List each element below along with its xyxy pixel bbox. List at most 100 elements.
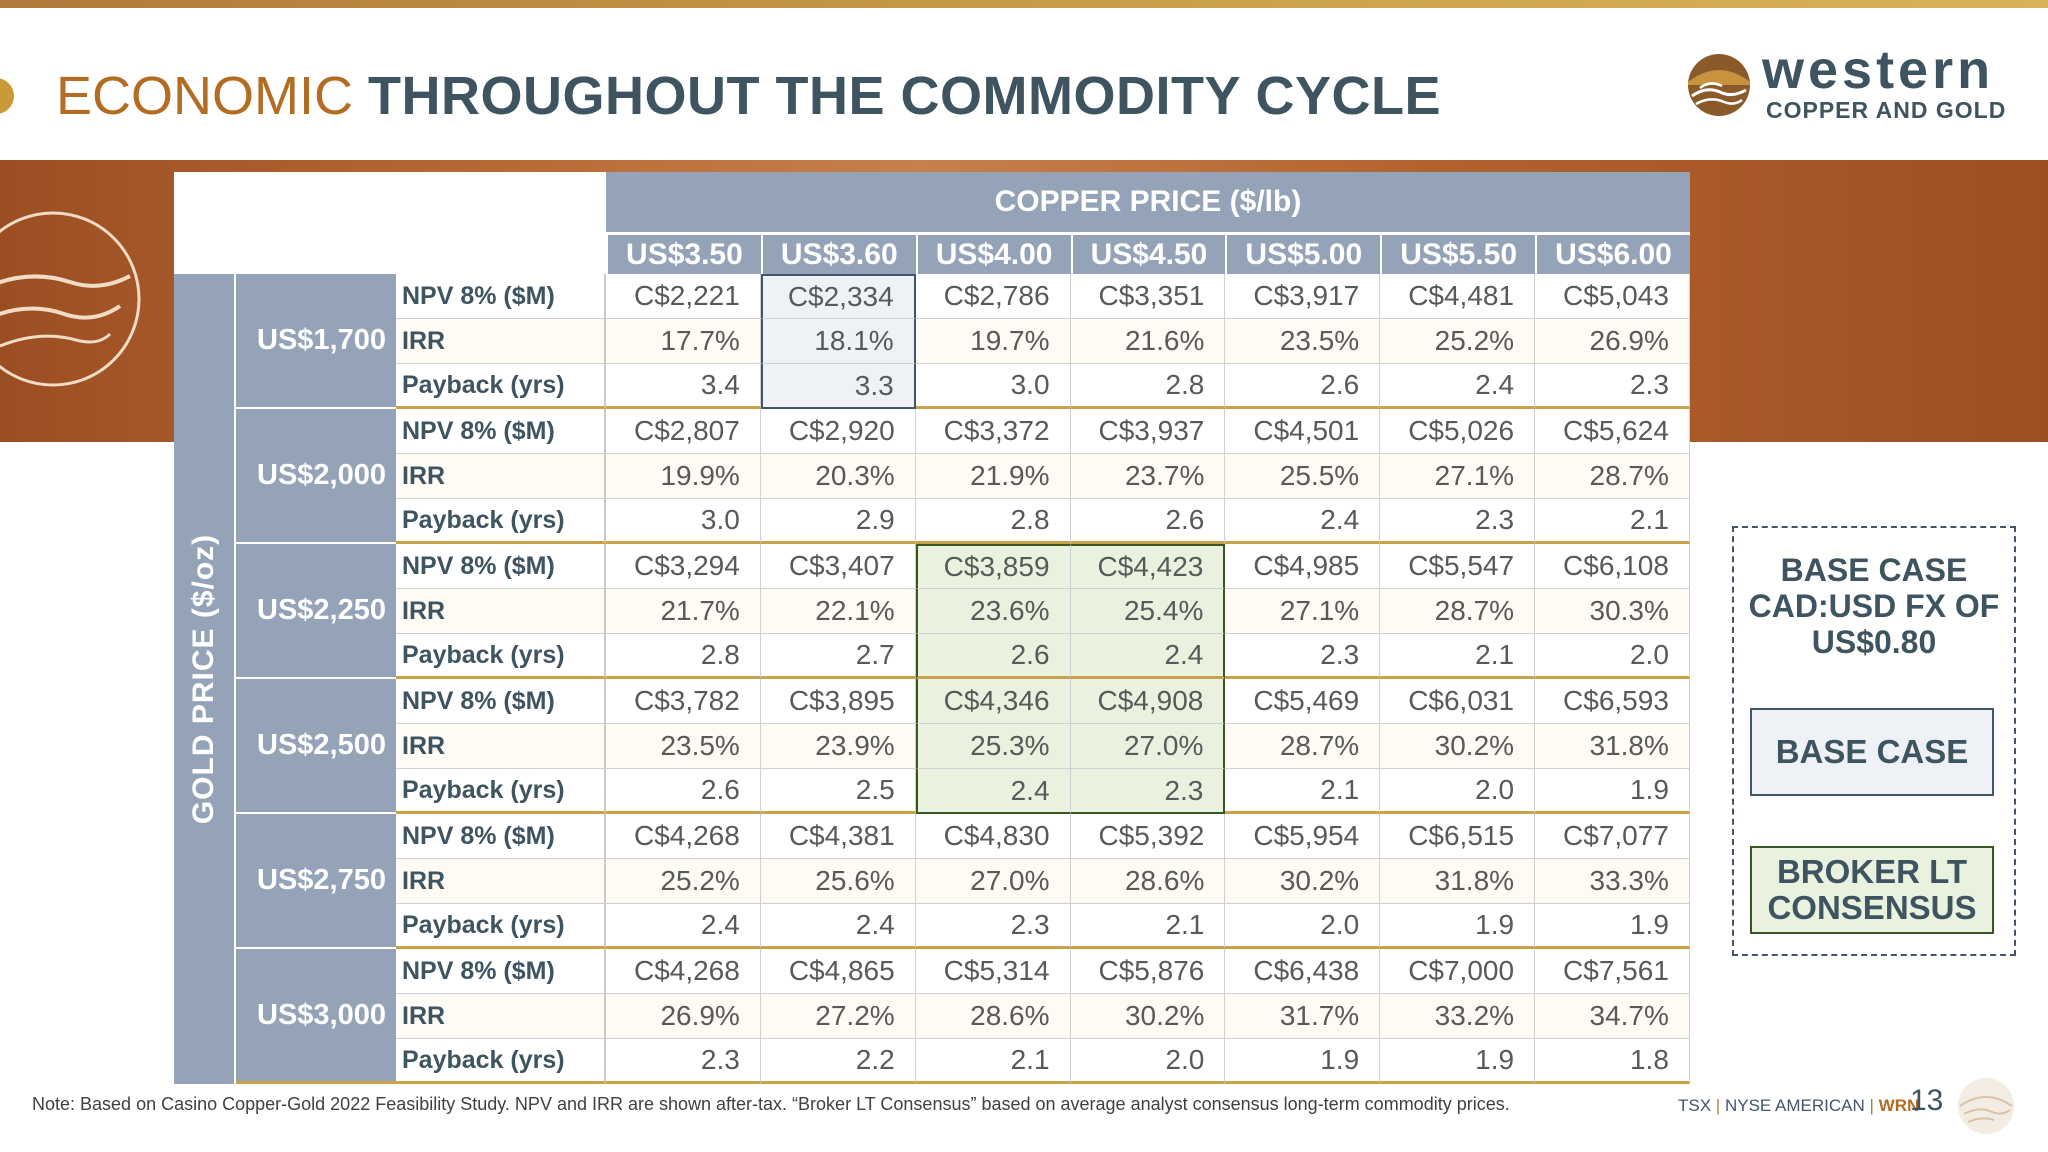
footer-tickers: TSX | NYSE AMERICAN | WRN	[1678, 1096, 1919, 1116]
copper-price-column-header: US$3.50	[606, 232, 761, 274]
table-cell: C$3,407	[760, 544, 916, 589]
table-cell: C$4,830	[915, 814, 1071, 859]
metric-label: Payback (yrs)	[396, 634, 606, 679]
table-cell: 2.3	[1070, 769, 1226, 814]
table-cell: 2.4	[915, 769, 1071, 814]
legend-panel: BASE CASE CAD:USD FX OF US$0.80 BASE CAS…	[1732, 526, 2016, 956]
table-cell: C$4,501	[1225, 409, 1381, 454]
table-cell: 30.2%	[1225, 859, 1381, 904]
table-cell: 3.3	[760, 364, 916, 409]
metric-label: NPV 8% ($M)	[396, 274, 606, 319]
legend-base-case: BASE CASE	[1750, 708, 1994, 796]
metric-label: IRR	[396, 454, 606, 499]
table-cell: 27.2%	[760, 994, 916, 1039]
table-cell: 21.9%	[915, 454, 1071, 499]
table-cell: C$3,895	[760, 679, 916, 724]
table-cell: 2.4	[760, 904, 916, 949]
table-cell: 1.9	[1535, 769, 1690, 814]
table-cell: 2.0	[1225, 904, 1381, 949]
table-cell: 2.4	[1070, 634, 1226, 679]
table-cell: 2.0	[1070, 1039, 1226, 1084]
table-cell: C$3,372	[915, 409, 1071, 454]
gold-price-row-header: US$1,700	[236, 274, 396, 409]
table-cell: C$4,268	[606, 949, 761, 994]
table-cell: C$5,026	[1380, 409, 1536, 454]
table-cell: 27.1%	[1380, 454, 1536, 499]
copper-price-column-header: US$3.60	[760, 232, 916, 274]
footer-emblem-icon	[1958, 1078, 2014, 1134]
table-cell: 2.1	[1070, 904, 1226, 949]
table-cell: 19.7%	[915, 319, 1071, 364]
copper-price-column-header: US$5.00	[1225, 232, 1381, 274]
table-cell: 2.4	[1380, 364, 1536, 409]
table-cell: 31.8%	[1535, 724, 1690, 769]
ticker-separator: |	[1869, 1096, 1874, 1115]
company-logo: western COPPER AND GOLD	[1686, 40, 2026, 128]
table-cell: 23.5%	[1225, 319, 1381, 364]
table-cell: C$5,624	[1535, 409, 1690, 454]
table-cell: 2.3	[1380, 499, 1536, 544]
table-cell: 31.7%	[1225, 994, 1381, 1039]
table-cell: 2.1	[1380, 634, 1536, 679]
table-cell: 27.1%	[1225, 589, 1381, 634]
table-cell: 25.3%	[915, 724, 1071, 769]
table-cell: 2.3	[915, 904, 1071, 949]
table-cell: 25.6%	[760, 859, 916, 904]
table-cell: C$6,593	[1535, 679, 1690, 724]
table-cell: C$3,859	[915, 544, 1071, 589]
table-cell: 2.1	[1535, 499, 1690, 544]
metric-label: NPV 8% ($M)	[396, 544, 606, 589]
table-cell: 23.6%	[915, 589, 1071, 634]
table-cell: 30.3%	[1535, 589, 1690, 634]
metric-label: Payback (yrs)	[396, 499, 606, 544]
table-cell: 2.8	[915, 499, 1071, 544]
table-cell: 2.8	[606, 634, 761, 679]
metric-label: Payback (yrs)	[396, 769, 606, 814]
table-cell: 23.7%	[1070, 454, 1226, 499]
table-cell: C$2,334	[760, 274, 916, 319]
table-cell: C$5,954	[1225, 814, 1381, 859]
table-cell: 26.9%	[606, 994, 761, 1039]
table-cell: 2.6	[1070, 499, 1226, 544]
table-cell: C$2,920	[760, 409, 916, 454]
table-cell: 1.9	[1380, 1039, 1536, 1084]
metric-label: Payback (yrs)	[396, 364, 606, 409]
table-cell: 2.3	[1535, 364, 1690, 409]
table-cell: C$6,108	[1535, 544, 1690, 589]
table-cell: 30.2%	[1070, 994, 1226, 1039]
table-cell: 28.7%	[1225, 724, 1381, 769]
table-cell: C$6,515	[1380, 814, 1536, 859]
table-cell: 28.7%	[1535, 454, 1690, 499]
table-cell: 2.1	[1225, 769, 1381, 814]
page-title: ECONOMIC THROUGHOUT THE COMMODITY CYCLE	[56, 62, 1441, 130]
table-cell: C$2,221	[606, 274, 761, 319]
table-cell: 2.7	[760, 634, 916, 679]
legend-title: BASE CASE CAD:USD FX OF US$0.80	[1748, 552, 2000, 660]
table-cell: 23.9%	[760, 724, 916, 769]
metric-label: IRR	[396, 319, 606, 364]
ticker-nyse: NYSE AMERICAN	[1724, 1096, 1865, 1115]
copper-price-column-header: US$4.00	[915, 232, 1071, 274]
metric-label: IRR	[396, 589, 606, 634]
table-cell: C$5,547	[1380, 544, 1536, 589]
table-cell: 2.8	[1070, 364, 1226, 409]
table-cell: C$5,314	[915, 949, 1071, 994]
table-cell: C$4,908	[1070, 679, 1226, 724]
table-cell: 26.9%	[1535, 319, 1690, 364]
metric-label: IRR	[396, 994, 606, 1039]
table-cell: C$6,438	[1225, 949, 1381, 994]
metric-label: IRR	[396, 724, 606, 769]
table-cell: C$5,043	[1535, 274, 1690, 319]
table-cell: 2.2	[760, 1039, 916, 1084]
metric-label: NPV 8% ($M)	[396, 814, 606, 859]
table-cell: 28.6%	[1070, 859, 1226, 904]
table-cell: C$3,294	[606, 544, 761, 589]
metric-label: NPV 8% ($M)	[396, 949, 606, 994]
table-cell: 1.8	[1535, 1039, 1690, 1084]
table-cell: C$7,000	[1380, 949, 1536, 994]
table-cell: C$3,351	[1070, 274, 1226, 319]
gold-price-row-header: US$3,000	[236, 949, 396, 1084]
table-cell: 34.7%	[1535, 994, 1690, 1039]
table-cell: 25.5%	[1225, 454, 1381, 499]
metric-label: NPV 8% ($M)	[396, 679, 606, 724]
